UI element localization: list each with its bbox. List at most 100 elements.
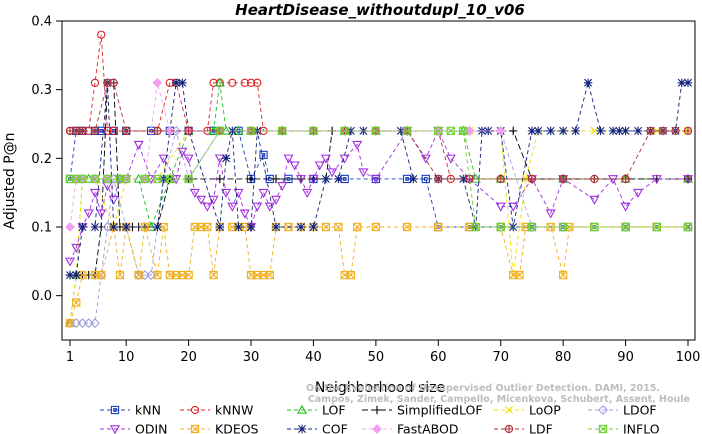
- legend-label-knn: kNN: [135, 403, 161, 418]
- point-ldof-27: [620, 222, 631, 232]
- series-line-knnw: [70, 34, 688, 180]
- point-inflo-17: [402, 126, 412, 136]
- point-odin-53: [589, 195, 600, 205]
- series-odin: [64, 127, 694, 267]
- legend-label-loop: LoOP: [529, 403, 561, 418]
- point-kdeos-1: [72, 298, 81, 307]
- point-fastabod-8: [164, 125, 175, 136]
- point-odin-38: [327, 168, 338, 178]
- point-ldf-16: [434, 174, 443, 184]
- point-cof-0: [65, 270, 75, 280]
- y-axis-label: Adjusted P@n: [2, 132, 18, 229]
- point-kdeos-39: [434, 222, 443, 232]
- legend-item-loop: LoOP: [494, 403, 561, 418]
- point-cof-18: [271, 222, 281, 232]
- point-cof-14: [228, 126, 237, 136]
- point-inflo-11: [215, 126, 224, 136]
- point-knnw-6: [103, 126, 112, 136]
- point-odin-21: [221, 188, 232, 199]
- legend-item-fastabod: FastABOD: [362, 422, 459, 434]
- point-cof-13: [221, 154, 231, 163]
- point-cof-37: [546, 126, 555, 136]
- point-cof-36: [533, 126, 543, 136]
- point-cof-6: [121, 222, 131, 232]
- point-kdeos-8: [134, 270, 143, 280]
- legend-marker-simplifiedlof: [372, 405, 382, 415]
- point-lof-23: [470, 173, 481, 183]
- legend-label-simplifiedlof: SimplifiedLOF: [397, 403, 483, 418]
- x-tick-label-20: 20: [180, 350, 197, 365]
- x-tick-label-70: 70: [492, 350, 509, 365]
- point-odin-40: [352, 140, 363, 150]
- point-ldf-3: [90, 126, 100, 136]
- series-knnw: [65, 30, 693, 184]
- point-odin-14: [177, 147, 188, 157]
- point-inflo-20: [459, 126, 468, 136]
- point-knnw-5: [97, 30, 106, 39]
- legend-label-inflo: INFLO: [623, 422, 660, 434]
- y-tick-label-3: 0.3: [31, 83, 52, 98]
- point-odin-29: [270, 195, 282, 205]
- point-kdeos-32: [321, 222, 331, 232]
- series-line-odin: [69, 129, 688, 262]
- point-cof-38: [558, 126, 568, 136]
- point-odin-48: [495, 202, 506, 212]
- point-odin-41: [358, 168, 369, 178]
- legend-marker-ldof: [598, 405, 608, 415]
- legend-label-knnw: kNNW: [215, 403, 253, 418]
- point-odin-57: [651, 175, 662, 185]
- point-inflo-14: [309, 126, 318, 136]
- legend-item-cof: COF: [287, 422, 348, 434]
- series-kdeos: [65, 222, 693, 328]
- point-ldf-19: [527, 174, 537, 184]
- legend-label-kdeos: KDEOS: [215, 422, 259, 434]
- watermark-line-2: Campos, Zimek, Sander, Campello, Micenko…: [308, 394, 690, 405]
- point-odin-32: [289, 161, 300, 171]
- point-odin-55: [620, 202, 631, 212]
- legend-marker-knnw: [190, 405, 200, 415]
- point-ldf-2: [78, 126, 87, 136]
- point-kdeos-33: [334, 222, 343, 232]
- point-odin-31: [283, 154, 294, 164]
- point-ldf-22: [621, 174, 630, 184]
- x-tick-label-100: 100: [676, 350, 701, 365]
- point-inflo-10: [184, 174, 193, 184]
- point-inflo-21: [471, 222, 480, 232]
- legend-marker-lof: [296, 404, 308, 414]
- point-odin-4: [89, 188, 101, 199]
- legend-item-lof: LOF: [287, 403, 346, 418]
- point-odin-13: [171, 175, 182, 185]
- point-cof-16: [246, 222, 256, 232]
- series-layer: [64, 30, 694, 329]
- series-inflo: [65, 126, 693, 232]
- point-knnw-17: [240, 78, 249, 87]
- point-cof-1: [72, 270, 81, 280]
- legend-marker-loop: [505, 406, 513, 414]
- point-knnw-18: [246, 78, 256, 87]
- point-ldf-24: [658, 126, 668, 136]
- point-ldf-21: [590, 174, 599, 184]
- point-inflo-22: [496, 222, 505, 232]
- point-odin-36: [314, 161, 325, 171]
- x-tick-label-40: 40: [305, 350, 322, 365]
- point-inflo-6: [122, 174, 131, 184]
- point-inflo-19: [446, 126, 455, 136]
- point-odin-37: [320, 154, 331, 164]
- point-ldof-28: [683, 222, 693, 232]
- x-tick-label-90: 90: [617, 350, 634, 365]
- legend-label-odin: ODIN: [135, 422, 168, 434]
- point-knnw-4: [90, 78, 100, 87]
- x-axis-label: Neighborhood size: [315, 380, 445, 396]
- point-kdeos-19: [209, 270, 218, 280]
- point-kdeos-35: [346, 270, 356, 280]
- legend-item-knnw: kNNW: [180, 403, 253, 418]
- point-kdeos-18: [203, 222, 212, 232]
- point-inflo-25: [590, 222, 599, 232]
- point-loop-22: [590, 126, 599, 135]
- point-odin-58: [682, 175, 694, 185]
- point-inflo-12: [246, 126, 256, 136]
- point-odin-15: [183, 154, 194, 164]
- point-inflo-15: [340, 126, 349, 136]
- x-tick-label-30: 30: [243, 350, 260, 365]
- y-tick-label-4: 0.4: [31, 15, 52, 30]
